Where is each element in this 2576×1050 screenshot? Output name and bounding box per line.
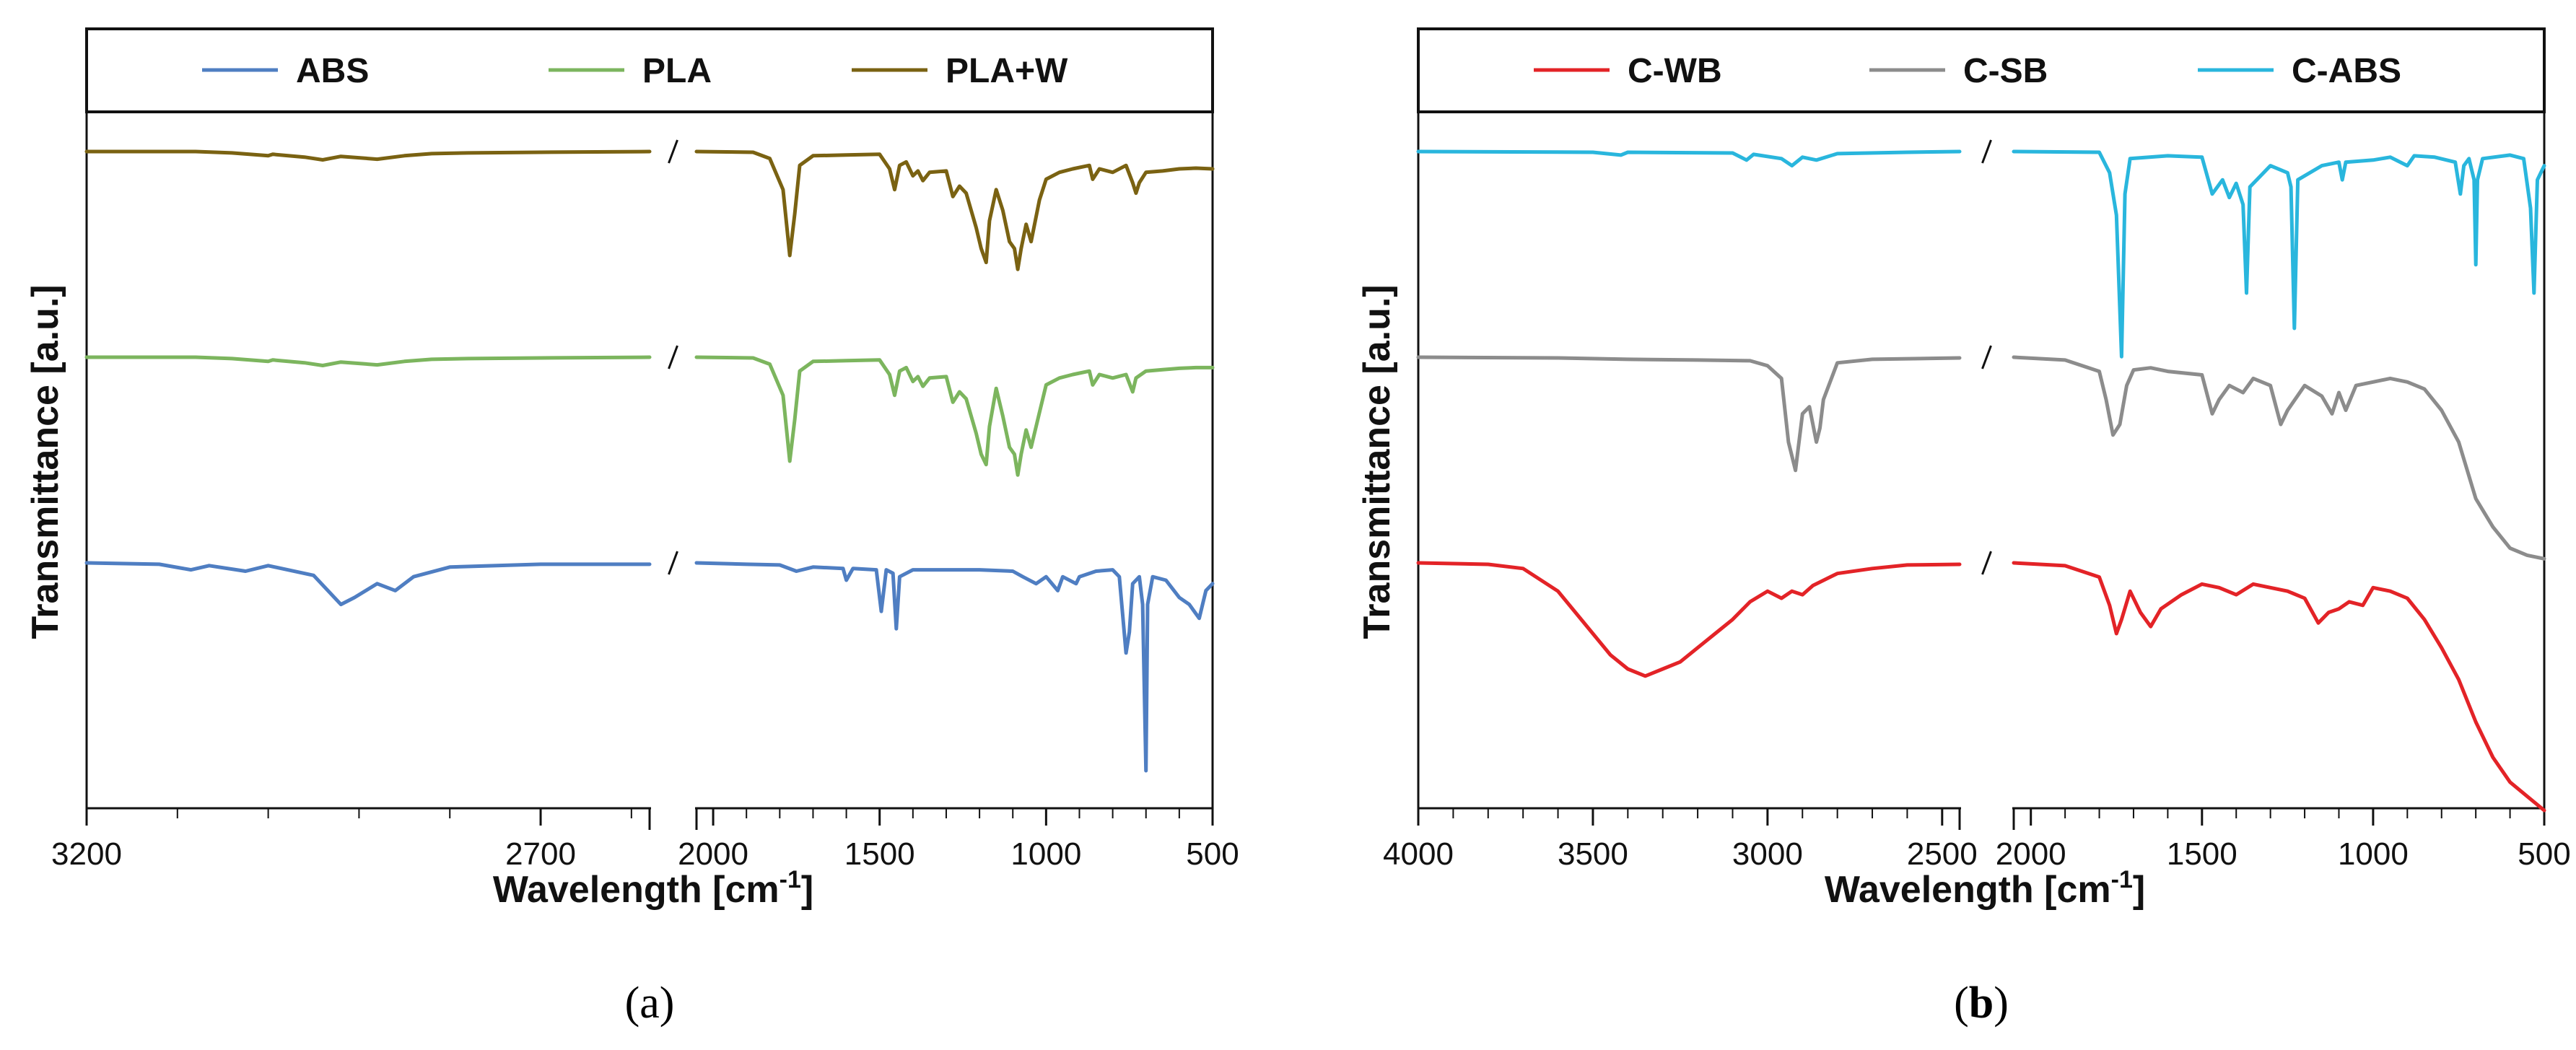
x-axis-title-a-sup: -1: [780, 866, 801, 893]
series-line-c-wb-seg0: [1416, 561, 1962, 678]
tick-label-p0: 500: [1186, 836, 1239, 872]
tick-label-p1: 500: [2518, 836, 2570, 872]
x-axis-title-b-sup: -1: [2111, 866, 2133, 893]
series-line-c-abs-seg0: [1416, 149, 1962, 168]
tick-label-p1: 1000: [2338, 836, 2409, 872]
legend-label-pla-w: PLA+W: [946, 52, 1068, 90]
tick-label-p0: 3200: [51, 836, 122, 872]
panel-label-b: (b): [1954, 979, 2009, 1028]
tick-label-p1: 2500: [1907, 836, 1978, 872]
series-line-abs-seg1: [694, 561, 1215, 773]
series-line-abs-seg0: [84, 561, 652, 607]
x-axis-title-b-end: ]: [2133, 869, 2145, 911]
plot-frame-b: [1417, 110, 2546, 810]
legend-label-abs: ABS: [296, 52, 369, 90]
break-slash-abs: [668, 551, 678, 575]
series-line-c-sb-seg0: [1416, 355, 1962, 473]
y-axis-title-a: Transmittance [a.u.]: [25, 284, 66, 639]
tick-label-p0: 2700: [505, 836, 576, 872]
tick-label-p1: 4000: [1383, 836, 1454, 872]
tick-label-p1: 3000: [1732, 836, 1803, 872]
x-axis-title-b: Wavelength [cm-1]: [1825, 866, 2145, 911]
series-line-pla-seg0: [84, 355, 652, 367]
x-axis-title-b-main: Wavelength [cm: [1825, 869, 2111, 911]
break-slash-c-wb: [1981, 551, 1992, 575]
series-line-pla-seg1: [694, 355, 1215, 477]
series-line-c-sb-seg1: [2012, 355, 2546, 561]
panel-a: ABS PLA PLA+W Transmittance [a.u.] Wavel…: [25, 27, 1214, 1028]
axis-break-gap-p1: [1961, 805, 2012, 811]
series-line-c-abs-seg1: [2012, 149, 2546, 359]
series-line-pla-w-seg0: [84, 149, 652, 162]
legend-label-pla: PLA: [642, 52, 712, 90]
break-slash-pla-w: [668, 139, 678, 164]
axis-break-gap-p0: [651, 805, 695, 811]
tick-label-p1: 1500: [2167, 836, 2237, 872]
panel-label-a-letter: a: [639, 979, 660, 1028]
break-slash-pla: [668, 345, 678, 369]
legend-label-c-sb: C-SB: [1963, 52, 2048, 90]
legend-label-c-wb: C-WB: [1628, 52, 1722, 90]
plot-frame-a: [85, 110, 1214, 810]
tick-label-p0: 1000: [1010, 836, 1081, 872]
panel-b: C-WB C-SB C-ABS Transmittance [a.u.] Wav…: [1356, 27, 2546, 1028]
panel-label-b-letter: b: [1969, 979, 1994, 1028]
y-axis-title-b: Transmittance [a.u.]: [1356, 284, 1398, 639]
tick-label-p1: 2000: [1996, 836, 2066, 872]
break-slash-c-sb: [1981, 345, 1992, 369]
tick-label-p0: 2000: [678, 836, 748, 872]
tick-label-p0: 1500: [844, 836, 915, 872]
break-slash-c-abs: [1981, 139, 1992, 164]
series-line-c-wb-seg1: [2012, 561, 2546, 813]
x-axis-title-a: Wavelength [cm-1]: [493, 866, 813, 911]
x-axis-title-a-end: ]: [801, 869, 813, 911]
tick-label-p1: 3500: [1558, 836, 1628, 872]
panel-label-a: (a): [625, 979, 675, 1028]
series-line-pla-w-seg1: [694, 149, 1215, 271]
legend-label-c-abs: C-ABS: [2292, 52, 2401, 90]
dynamic-layer: 3200 2700 2000 1500 1000 500 4000 3500 3000 2500 2…: [51, 139, 2571, 872]
x-axis-title-a-main: Wavelength [cm: [493, 869, 780, 911]
